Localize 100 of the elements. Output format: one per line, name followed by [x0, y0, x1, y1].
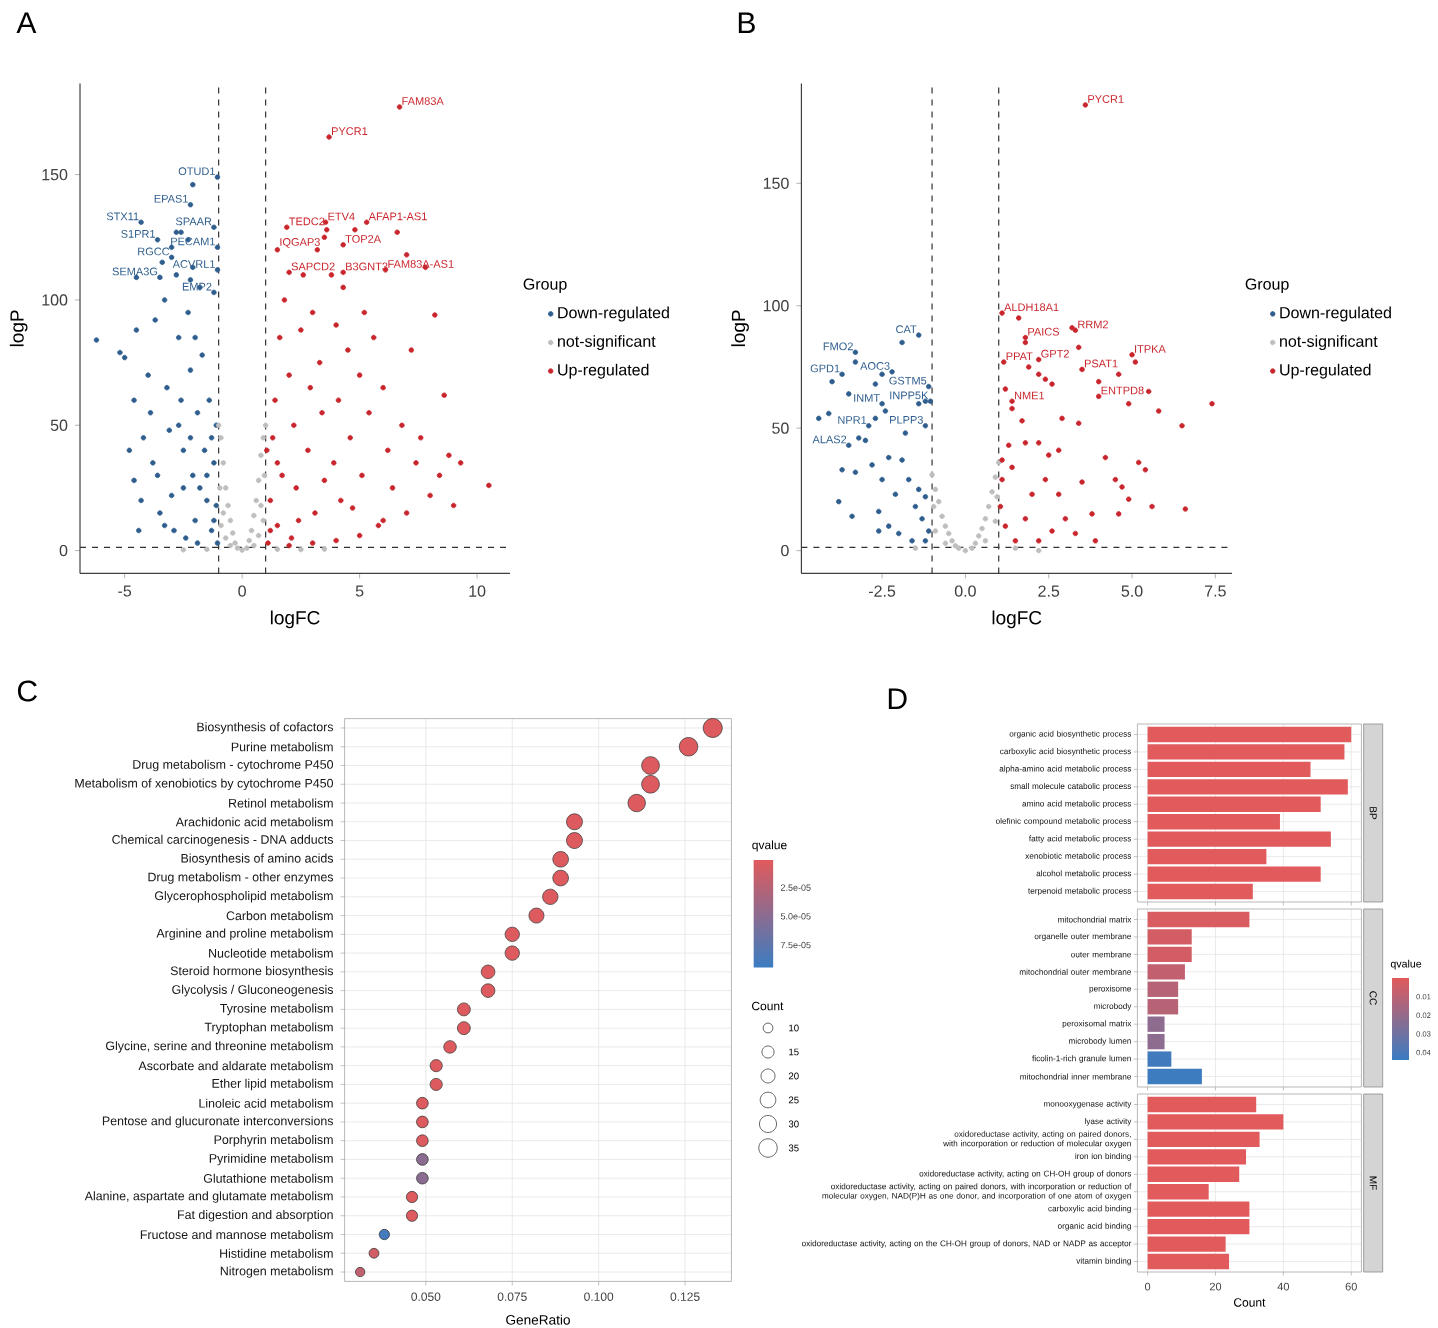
point — [916, 332, 922, 338]
point — [204, 546, 210, 553]
point — [969, 545, 975, 551]
point — [846, 442, 852, 449]
point — [552, 869, 569, 887]
legend-label: Down-regulated — [558, 306, 669, 322]
point — [180, 547, 187, 553]
point — [942, 540, 949, 546]
point — [982, 538, 989, 544]
point — [251, 512, 257, 519]
point — [429, 1059, 443, 1073]
point — [218, 435, 224, 441]
legend-title: Group — [1245, 278, 1289, 293]
point — [552, 851, 569, 868]
point — [899, 339, 905, 346]
point — [932, 528, 939, 534]
point — [849, 513, 855, 520]
point — [542, 888, 559, 905]
point — [892, 491, 899, 497]
point — [232, 540, 238, 546]
point — [368, 1247, 380, 1259]
point — [234, 545, 241, 551]
point — [378, 1228, 390, 1241]
point — [298, 546, 304, 553]
point — [244, 545, 250, 551]
point — [889, 369, 895, 375]
point — [227, 517, 234, 524]
point — [457, 1002, 471, 1017]
point — [879, 371, 885, 377]
point — [927, 398, 934, 404]
point — [839, 371, 845, 377]
point — [1036, 547, 1042, 554]
point — [227, 542, 234, 549]
point — [939, 513, 945, 520]
point — [976, 533, 982, 539]
point — [260, 435, 266, 441]
point — [1012, 545, 1019, 551]
x-tick-label: 10 — [469, 585, 486, 597]
y-tick-label: 150 — [42, 168, 68, 181]
text: C — [17, 680, 37, 702]
point — [274, 546, 281, 553]
point — [217, 485, 223, 491]
point — [839, 467, 845, 473]
point — [876, 508, 882, 515]
point — [922, 494, 929, 500]
x-axis-title: logFC — [992, 610, 1042, 629]
point — [230, 530, 236, 536]
y-tick-label: 50 — [772, 422, 789, 434]
point — [852, 359, 859, 365]
y-tick-label: 100 — [42, 294, 68, 306]
point — [829, 378, 835, 385]
point — [220, 510, 227, 516]
legend-label: not-significant — [1280, 335, 1378, 351]
point — [972, 540, 979, 546]
point — [952, 543, 959, 549]
point — [416, 1153, 429, 1166]
point — [222, 485, 229, 491]
point — [986, 503, 992, 510]
point — [896, 530, 902, 537]
point — [926, 383, 932, 390]
point — [222, 535, 229, 541]
point — [246, 537, 252, 544]
point — [566, 813, 583, 831]
point — [886, 454, 892, 461]
legend-label: Up-regulated — [1280, 363, 1371, 379]
point — [989, 489, 995, 495]
point — [866, 423, 872, 429]
point — [919, 516, 925, 522]
point — [949, 538, 955, 544]
y-axis-title: logP — [731, 310, 749, 347]
point — [899, 457, 905, 463]
point — [929, 472, 935, 478]
x-tick-label: 7.5 — [1205, 585, 1226, 597]
point — [869, 462, 875, 468]
point — [936, 498, 942, 505]
point — [416, 1171, 429, 1185]
legend-title: Group — [523, 278, 567, 293]
point — [225, 502, 231, 509]
point — [248, 527, 255, 534]
y-tick-label: 0 — [59, 544, 68, 557]
point — [504, 945, 520, 961]
point — [253, 497, 259, 504]
point — [255, 532, 262, 539]
point — [528, 907, 545, 924]
point — [480, 964, 496, 980]
x-tick-label: -2.5 — [869, 585, 896, 597]
y-tick-label: 150 — [763, 177, 789, 189]
x-axis-title: logFC — [270, 610, 320, 629]
point — [457, 1021, 471, 1035]
point — [405, 1209, 419, 1222]
point — [932, 486, 939, 493]
point — [962, 547, 969, 554]
point — [872, 415, 879, 422]
point — [992, 474, 999, 480]
point — [912, 503, 919, 510]
point — [846, 391, 852, 397]
point — [909, 538, 915, 544]
point — [926, 528, 932, 534]
chart-title: B — [738, 12, 755, 34]
point — [321, 546, 328, 552]
